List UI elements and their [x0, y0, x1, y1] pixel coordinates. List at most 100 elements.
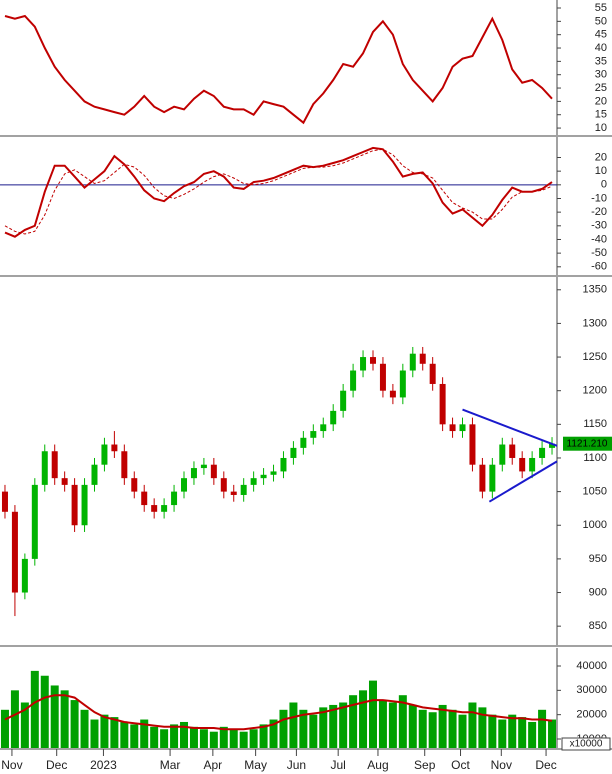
volume-bar [140, 719, 149, 748]
volume-bar [189, 726, 198, 748]
unit-box [561, 737, 611, 751]
y-tick-label: 1300 [583, 317, 607, 329]
volume-bar [0, 709, 9, 748]
y-tick-label: 10 [595, 165, 607, 177]
volume-bar [239, 731, 248, 748]
y-tick-label: 20000 [576, 709, 607, 721]
volume-bar [378, 700, 387, 748]
candle-body [340, 390, 347, 411]
volume-bar [329, 704, 338, 748]
candle-body [350, 370, 357, 391]
candle-body [429, 363, 436, 384]
candle-body [409, 353, 416, 371]
candle-body [439, 383, 446, 425]
x-tick-label: Mar [160, 758, 181, 772]
x-tick-label: Dec [535, 758, 556, 772]
y-tick-label: -50 [591, 247, 607, 259]
volume-bar [209, 731, 218, 748]
y-tick-label: 20 [595, 151, 607, 163]
volume-bar [528, 721, 537, 748]
volume-bar [219, 726, 228, 748]
y-tick-label: 30000 [576, 684, 607, 696]
volume-bar [359, 690, 368, 748]
x-tick-label: May [244, 758, 267, 772]
y-tick-label: 1150 [583, 418, 607, 430]
volume-bar [428, 712, 437, 748]
y-tick-label: 20 [595, 95, 607, 107]
candle-body [31, 484, 38, 559]
candle-body [181, 478, 188, 492]
x-tick-label: Nov [1, 758, 22, 772]
candle-body [320, 424, 327, 432]
y-tick-label: -40 [591, 233, 607, 245]
x-tick-label: Sep [414, 758, 436, 772]
volume-bar [10, 690, 19, 748]
candle-body [210, 464, 217, 479]
volume-bar [508, 714, 517, 748]
y-tick-label: 900 [589, 586, 607, 598]
candle-body [111, 444, 118, 452]
last-price-label: 1121.210 [567, 438, 608, 449]
volume-bar [349, 695, 358, 748]
y-tick-label: 35 [595, 55, 607, 67]
volume-bar [478, 707, 487, 748]
candle-body [220, 478, 227, 492]
candle-body [21, 558, 28, 593]
y-tick-label: 1250 [583, 351, 607, 363]
volume-bar [279, 709, 288, 748]
x-tick-label: Dec [46, 758, 67, 772]
y-tick-label: -10 [591, 192, 607, 204]
y-tick-label: 15 [595, 109, 607, 121]
volume-bar [319, 707, 328, 748]
candle-body [449, 424, 456, 432]
candle-body [141, 491, 148, 506]
volume-bar [538, 709, 547, 748]
candle-body [260, 474, 267, 479]
y-tick-label: 40 [595, 42, 607, 54]
candle-body [360, 357, 367, 371]
volume-bar [468, 702, 477, 748]
candle-body [61, 478, 68, 485]
y-tick-label: -20 [591, 206, 607, 218]
candle-body [11, 511, 18, 593]
volume-bar [229, 729, 238, 748]
y-tick-label: 1050 [583, 486, 607, 498]
volume-bar [518, 717, 527, 748]
candle-body [190, 468, 197, 479]
y-tick-label: 0 [601, 179, 607, 191]
candle-body [399, 370, 406, 398]
volume-bar [60, 690, 69, 748]
y-tick-label: 45 [595, 29, 607, 41]
candle-body [171, 491, 178, 506]
series-line [4, 14, 553, 125]
candle-body [330, 410, 337, 425]
volume-bar [368, 680, 377, 748]
volume-bar [50, 685, 59, 748]
volume-bar [170, 724, 179, 748]
candle-body [41, 451, 48, 485]
volume-bar [408, 704, 417, 748]
candle-body [270, 471, 277, 475]
volume-bar [448, 709, 457, 748]
candle-body [200, 464, 207, 469]
volume-bar [289, 702, 298, 748]
volume-bar [398, 695, 407, 748]
y-tick-label: 40000 [576, 660, 607, 672]
x-tick-label: Jul [331, 758, 346, 772]
volume-bar [458, 714, 467, 748]
candle-body [81, 484, 88, 526]
candle-body [230, 491, 237, 495]
volume-bar [249, 729, 258, 748]
y-tick-label: 1100 [583, 452, 607, 464]
candle-body [280, 457, 287, 472]
candle-body [509, 444, 516, 458]
candle-body [499, 444, 506, 465]
y-tick-label: 950 [589, 553, 607, 565]
x-tick-label: Aug [367, 758, 388, 772]
volume-bar [488, 714, 497, 748]
candle-body [379, 363, 386, 391]
volume-bar [70, 700, 79, 748]
candle-body [240, 484, 247, 495]
